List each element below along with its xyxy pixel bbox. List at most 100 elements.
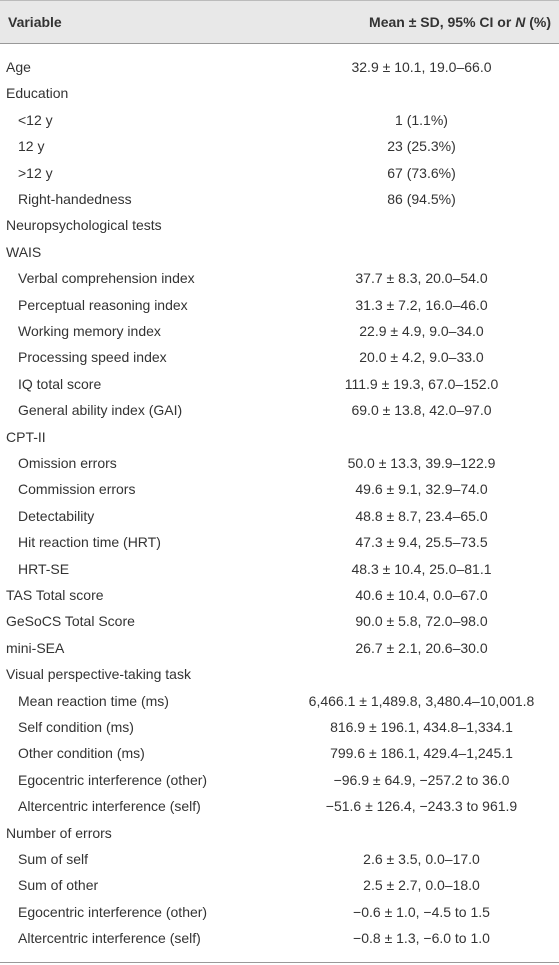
table-row: Sum of self 2.6 ± 3.5, 0.0–17.0 bbox=[0, 846, 559, 872]
row-label: Visual perspective-taking task bbox=[6, 666, 191, 683]
row-value: 47.3 ± 9.4, 25.5–73.5 bbox=[355, 534, 488, 551]
row-value: 48.3 ± 10.4, 25.0–81.1 bbox=[351, 560, 492, 577]
row-value: 37.7 ± 8.3, 20.0–54.0 bbox=[355, 270, 488, 287]
table-row: 12 y 23 (25.3%) bbox=[0, 133, 559, 159]
header-text: N bbox=[515, 14, 526, 30]
row-label: General ability index (GAI) bbox=[18, 402, 183, 419]
header-text: Mean ± SD, 95% CI or bbox=[369, 14, 516, 30]
row-label: Omission errors bbox=[18, 455, 117, 471]
row-label: Number of errors bbox=[6, 824, 112, 841]
table-row: Egocentric interference (other) −96.9 ± 6… bbox=[0, 767, 559, 793]
row-label: Sum of self bbox=[18, 851, 89, 867]
table-row: Self condition (ms) 816.9 ± 196.1, 434.8–… bbox=[0, 714, 559, 740]
table-row: Commission errors 49.6 ± 9.1, 32.9–74.0 bbox=[0, 476, 559, 502]
table-row: TAS Total score 40.6 ± 10.4, 0.0–67.0 bbox=[0, 582, 559, 608]
row-label: >12 y bbox=[18, 164, 53, 181]
table-row: IQ total score 111.9 ± 19.3, 67.0–152.0 bbox=[0, 371, 559, 397]
table-row: Detectability 48.8 ± 8.7, 23.4–65.0 bbox=[0, 503, 559, 529]
row-value: 49.6 ± 9.1, 32.9–74.0 bbox=[355, 481, 488, 498]
row-value: 22.9 ± 4.9, 9.0–34.0 bbox=[359, 323, 484, 339]
row-label: HRT-SE bbox=[18, 560, 70, 577]
row-value: 86 (94.5%) bbox=[387, 191, 456, 207]
table-row: WAIS bbox=[0, 239, 559, 265]
table-row: >12 y 67 (73.6%) bbox=[0, 160, 559, 186]
row-label: mini-SEA bbox=[6, 639, 65, 656]
table-row: Altercentric interference (self) −0.8 ± 1… bbox=[0, 925, 559, 951]
row-label: Hit reaction time (HRT) bbox=[18, 534, 161, 551]
row-value: 48.8 ± 8.7, 23.4–65.0 bbox=[355, 507, 488, 524]
header-cell: Mean ± SD, 95% CI or N (%) bbox=[369, 14, 551, 30]
row-label: Working memory index bbox=[18, 323, 161, 339]
header-text: (%) bbox=[525, 14, 551, 30]
table-row: Altercentric interference (self) −51.6 ± … bbox=[0, 793, 559, 819]
row-value: −0.8 ± 1.3, −6.0 to 1.0 bbox=[353, 930, 490, 947]
row-value: −51.6 ± 126.4, −243.3 to 961.9 bbox=[325, 798, 518, 815]
table-row: Processing speed index 20.0 ± 4.2, 9.0–33… bbox=[0, 344, 559, 370]
row-value: 67 (73.6%) bbox=[387, 164, 456, 181]
row-label: CPT-II bbox=[6, 428, 46, 445]
table-row: Sum of other 2.5 ± 2.7, 0.0–18.0 bbox=[0, 872, 559, 898]
row-label: Neuropsychological tests bbox=[6, 217, 162, 234]
row-value: 40.6 ± 10.4, 0.0–67.0 bbox=[355, 587, 488, 603]
row-label: 12 y bbox=[18, 138, 45, 155]
row-label: Altercentric interference (self) bbox=[18, 798, 201, 815]
table-row: Verbal comprehension index 37.7 ± 8.3, 20… bbox=[0, 265, 559, 291]
table-row: Working memory index 22.9 ± 4.9, 9.0–34.0 bbox=[0, 318, 559, 344]
table-row: General ability index (GAI) 69.0 ± 13.8, … bbox=[0, 397, 559, 423]
row-label: Commission errors bbox=[18, 481, 136, 498]
row-label: Perceptual reasoning index bbox=[18, 296, 188, 313]
table-row: Visual perspective-taking task bbox=[0, 661, 559, 687]
table-row: <12 y 1 (1.1%) bbox=[0, 107, 559, 133]
row-label: Altercentric interference (self) bbox=[18, 930, 201, 947]
table-row: Right-handedness 86 (94.5%) bbox=[0, 186, 559, 212]
row-label: IQ total score bbox=[18, 375, 102, 392]
table-row: mini-SEA 26.7 ± 2.1, 20.6–30.0 bbox=[0, 635, 559, 661]
row-label: Processing speed index bbox=[18, 349, 167, 366]
row-value: −0.6 ± 1.0, −4.5 to 1.5 bbox=[353, 903, 490, 920]
row-value: 69.0 ± 13.8, 42.0–97.0 bbox=[351, 402, 492, 419]
row-label: WAIS bbox=[6, 243, 42, 260]
row-label: Mean reaction time (ms) bbox=[18, 692, 169, 709]
row-value: 31.3 ± 7.2, 16.0–46.0 bbox=[355, 296, 488, 313]
row-label: Detectability bbox=[18, 507, 95, 524]
row-label: Verbal comprehension index bbox=[18, 270, 195, 287]
row-label: Egocentric interference (other) bbox=[18, 771, 208, 788]
table-row: Mean reaction time (ms) 6,466.1 ± 1,489.8… bbox=[0, 688, 559, 714]
table-row: Perceptual reasoning index 31.3 ± 7.2, 16… bbox=[0, 292, 559, 318]
row-value: 32.9 ± 10.1, 19.0–66.0 bbox=[351, 59, 492, 75]
table-row: GeSoCS Total Score 90.0 ± 5.8, 72.0–98.0 bbox=[0, 608, 559, 634]
row-label: GeSoCS Total Score bbox=[6, 613, 135, 630]
row-value: 20.0 ± 4.2, 9.0–33.0 bbox=[359, 349, 484, 366]
row-label: TAS Total score bbox=[6, 587, 104, 603]
row-label: Right-handedness bbox=[18, 191, 132, 207]
table-row: Omission errors 50.0 ± 13.3, 39.9–122.9 bbox=[0, 450, 559, 476]
row-label: Sum of other bbox=[18, 877, 99, 894]
table-row: Neuropsychological tests bbox=[0, 212, 559, 238]
row-label: Age bbox=[6, 59, 31, 75]
row-value: 2.5 ± 2.7, 0.0–18.0 bbox=[363, 877, 480, 894]
table-row: CPT-II bbox=[0, 424, 559, 450]
table-row: Education bbox=[0, 80, 559, 106]
row-value: 816.9 ± 196.1, 434.8–1,334.1 bbox=[330, 719, 513, 735]
row-value: 1 (1.1%) bbox=[395, 111, 448, 128]
row-value: 23 (25.3%) bbox=[387, 138, 456, 155]
table-row: HRT-SE 48.3 ± 10.4, 25.0–81.1 bbox=[0, 556, 559, 582]
row-value: 90.0 ± 5.8, 72.0–98.0 bbox=[355, 613, 488, 630]
header-cell: Variable bbox=[8, 14, 62, 30]
row-value: 2.6 ± 3.5, 0.0–17.0 bbox=[363, 851, 480, 867]
row-label: Education bbox=[6, 85, 69, 102]
row-label: Egocentric interference (other) bbox=[18, 903, 208, 920]
table-row: Number of errors bbox=[0, 820, 559, 846]
row-value: 50.0 ± 13.3, 39.9–122.9 bbox=[347, 455, 496, 471]
table-row: Hit reaction time (HRT) 47.3 ± 9.4, 25.5–… bbox=[0, 529, 559, 555]
row-label: Self condition (ms) bbox=[18, 719, 134, 735]
row-value: 26.7 ± 2.1, 20.6–30.0 bbox=[355, 639, 488, 656]
row-label: Other condition (ms) bbox=[18, 745, 145, 762]
table-row: Egocentric interference (other) −0.6 ± 1.… bbox=[0, 899, 559, 925]
row-value: 799.6 ± 186.1, 429.4–1,245.1 bbox=[330, 745, 513, 762]
row-value: 6,466.1 ± 1,489.8, 3,480.4–10,001.8 bbox=[308, 692, 535, 709]
row-value: 111.9 ± 19.3, 67.0–152.0 bbox=[344, 375, 499, 392]
row-label: <12 y bbox=[18, 111, 53, 128]
header-row: Variable Mean ± SD, 95% CI or N (%) bbox=[0, 0, 559, 44]
